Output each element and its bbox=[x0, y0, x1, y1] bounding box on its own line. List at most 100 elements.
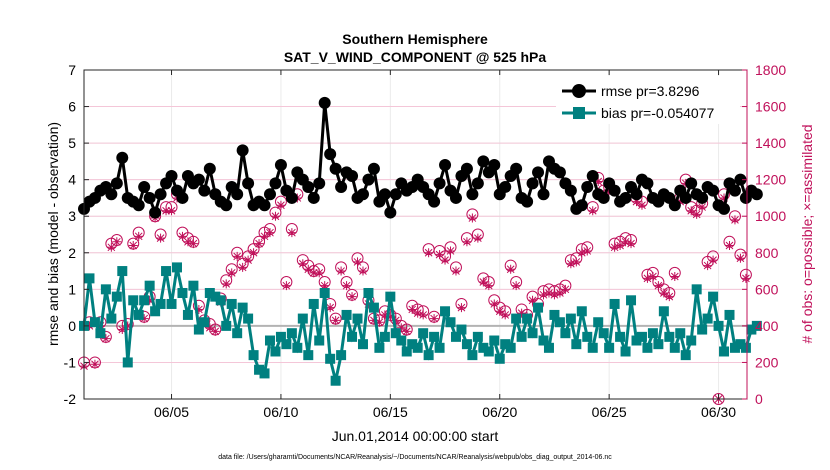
assimilated-obs-asterisk bbox=[571, 257, 581, 267]
assimilated-obs-marker bbox=[298, 259, 308, 269]
assimilated-obs-marker bbox=[741, 273, 751, 283]
bias-point bbox=[735, 339, 746, 350]
assimilated-obs-marker bbox=[183, 237, 193, 247]
assimilated-obs-asterisk bbox=[664, 292, 674, 302]
assimilated-obs-asterisk bbox=[134, 231, 144, 241]
rmse-point bbox=[477, 155, 490, 168]
assimilated-obs-marker bbox=[221, 279, 231, 289]
assimilated-obs-asterisk bbox=[735, 253, 745, 263]
bias-point bbox=[593, 317, 604, 328]
y-tick-label: 3 bbox=[68, 208, 76, 224]
assimilated-obs-asterisk bbox=[281, 281, 291, 291]
bias-point bbox=[587, 342, 598, 353]
assimilated-obs-marker bbox=[566, 259, 576, 269]
assimilated-obs-marker bbox=[84, 321, 94, 331]
assimilated-obs-asterisk bbox=[391, 315, 401, 325]
assimilated-obs-asterisk bbox=[511, 281, 521, 291]
assimilated-obs-marker bbox=[117, 325, 127, 335]
bias-point bbox=[264, 335, 275, 346]
x-tick-label: 06/25 bbox=[592, 404, 627, 420]
assimilated-obs-marker bbox=[708, 255, 718, 265]
assimilated-obs-asterisk bbox=[544, 288, 554, 298]
assimilated-obs-marker bbox=[106, 242, 116, 252]
bias-point bbox=[303, 350, 314, 361]
assimilated-obs-marker bbox=[309, 268, 319, 278]
y-right-tick-label: 400 bbox=[755, 318, 779, 334]
rmse-point bbox=[236, 144, 249, 157]
legend-rmse-marker bbox=[572, 84, 586, 98]
assimilated-obs-asterisk bbox=[637, 200, 647, 210]
bias-point bbox=[516, 331, 527, 342]
bias-point bbox=[182, 309, 193, 320]
assimilated-obs-asterisk bbox=[117, 325, 127, 335]
rmse-point bbox=[734, 173, 747, 186]
x-tick-label: 06/20 bbox=[482, 404, 517, 420]
rmse-point bbox=[488, 159, 501, 172]
assimilated-obs-marker bbox=[659, 288, 669, 298]
assimilated-obs-marker bbox=[719, 193, 729, 203]
bias-point bbox=[653, 339, 664, 350]
assimilated-obs-marker bbox=[358, 266, 368, 276]
legend-box bbox=[556, 76, 740, 124]
assimilated-obs-marker bbox=[276, 200, 286, 210]
assimilated-obs-marker bbox=[462, 237, 472, 247]
assimilated-obs-marker bbox=[528, 295, 538, 305]
bias-point bbox=[724, 309, 735, 320]
assimilated-obs-marker bbox=[391, 315, 401, 325]
bias-point bbox=[450, 331, 461, 342]
assimilated-obs-asterisk bbox=[270, 211, 280, 221]
bias-point bbox=[95, 328, 106, 339]
assimilated-obs-asterisk bbox=[309, 268, 319, 278]
assimilated-obs-asterisk bbox=[528, 295, 538, 305]
assimilated-obs-marker bbox=[435, 250, 445, 260]
assimilated-obs-asterisk bbox=[692, 209, 702, 219]
rmse-point bbox=[329, 162, 342, 175]
bias-point bbox=[100, 284, 111, 295]
rmse-point bbox=[192, 173, 205, 186]
y-right-tick-label: 0 bbox=[755, 391, 763, 407]
bias-point bbox=[325, 353, 336, 364]
bias-point bbox=[341, 309, 352, 320]
rmse-point bbox=[318, 96, 331, 109]
assimilated-obs-asterisk bbox=[156, 233, 166, 243]
bias-point bbox=[418, 328, 429, 339]
assimilated-obs-marker bbox=[637, 200, 647, 210]
assimilated-obs-asterisk bbox=[555, 288, 565, 298]
assimilated-obs-marker bbox=[424, 248, 434, 258]
x-tick-label: 06/30 bbox=[701, 404, 736, 420]
assimilated-obs-asterisk bbox=[659, 288, 669, 298]
assimilated-obs-asterisk bbox=[632, 197, 641, 207]
y-tick-label: -2 bbox=[64, 391, 77, 407]
bias-point bbox=[286, 328, 297, 339]
legend-bias-marker bbox=[573, 107, 585, 119]
assimilated-obs-marker bbox=[577, 248, 587, 258]
rmse-point bbox=[203, 162, 216, 175]
rmse-point bbox=[307, 191, 320, 204]
assimilated-obs-asterisk bbox=[675, 197, 685, 207]
rmse-point bbox=[668, 199, 681, 212]
bias-point bbox=[708, 291, 719, 302]
assimilated-obs-asterisk bbox=[325, 303, 335, 313]
assimilated-obs-asterisk bbox=[478, 277, 488, 287]
assimilated-obs-asterisk bbox=[653, 281, 663, 291]
legend: rmse pr=3.8296 bias pr=-0.054077 bbox=[556, 76, 740, 124]
bias-point bbox=[472, 331, 483, 342]
x-tick-label: 06/05 bbox=[154, 404, 189, 420]
bias-point bbox=[686, 335, 697, 346]
assimilated-obs-marker bbox=[467, 213, 477, 223]
assimilated-obs-asterisk bbox=[517, 308, 527, 318]
assimilated-obs-asterisk bbox=[298, 259, 308, 269]
assimilated-obs-marker bbox=[517, 308, 527, 318]
bias-point bbox=[675, 328, 686, 339]
bias-point bbox=[139, 295, 150, 306]
rmse-point bbox=[679, 191, 692, 204]
assimilated-obs-marker bbox=[287, 228, 297, 238]
assimilated-obs-marker bbox=[626, 239, 636, 249]
assimilated-obs-asterisk bbox=[588, 206, 598, 216]
assimilated-obs-asterisk bbox=[342, 281, 352, 291]
assimilated-obs-marker bbox=[724, 240, 734, 250]
rmse-point bbox=[619, 191, 632, 204]
bias-point bbox=[84, 273, 95, 284]
assimilated-obs-asterisk bbox=[221, 279, 231, 289]
assimilated-obs-marker bbox=[495, 306, 505, 316]
